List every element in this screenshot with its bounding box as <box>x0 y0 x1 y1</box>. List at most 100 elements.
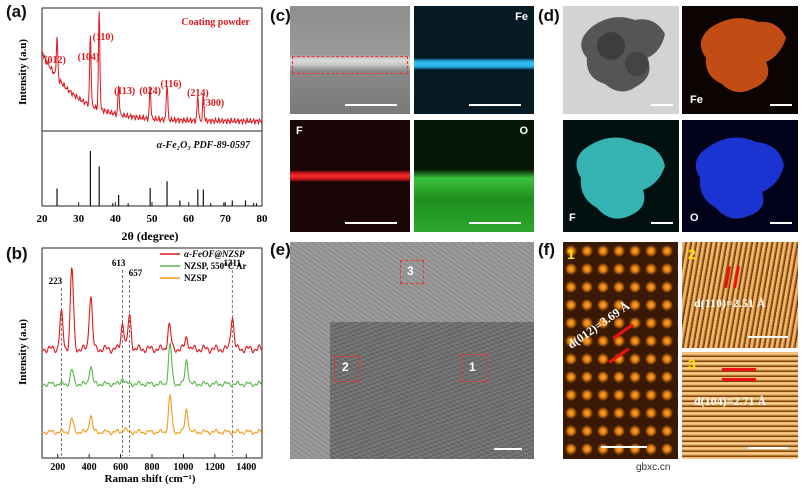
lattice-marker <box>724 265 731 289</box>
panel-label-d: (d) <box>538 6 560 25</box>
eds-label-o: O <box>519 125 528 137</box>
raman-series-0 <box>41 267 262 355</box>
f-particle-signal <box>576 137 665 219</box>
xrd-x-tick-label: 50 <box>147 213 159 225</box>
raman-legend: α-FeOF@NZSP NZSP, 550°C Ar NZSP <box>160 249 247 283</box>
xrd-x-tick-label: 70 <box>220 213 232 225</box>
xrd-x-tick-label: 20 <box>37 213 49 225</box>
panel-label-e: (e) <box>270 240 291 259</box>
scale-bar <box>770 222 792 224</box>
eds-label-f-d: F <box>569 212 576 224</box>
xrd-peak-label: (113) <box>114 86 135 97</box>
lattice-marker <box>722 368 756 371</box>
eds-map-f: F <box>290 120 410 232</box>
xrd-xlabel: 2θ (degree) <box>121 229 178 243</box>
eds-map-fe-particle: Fe <box>682 6 798 114</box>
eds-label-f: F <box>296 125 303 137</box>
tile-number-2: 2 <box>688 246 696 262</box>
tem-particle <box>563 6 679 114</box>
scale-bar <box>651 222 673 224</box>
xrd-series-coating-powder <box>41 11 263 126</box>
raman-xlabel: Raman shift (cm⁻¹) <box>105 473 196 485</box>
region-box-2 <box>334 356 360 382</box>
eds-map-o: O <box>414 120 534 232</box>
raman-guide-label: 657 <box>129 268 143 278</box>
scale-bar <box>770 104 792 106</box>
raman-x-tick-label: 400 <box>82 462 97 473</box>
raman-x-tick-label: 1200 <box>205 462 225 473</box>
xrd-peak-label: (104) <box>78 52 100 63</box>
watermark: gbxc.cn <box>636 462 671 473</box>
xrd-peak-label: (012) <box>44 55 66 66</box>
panel-label-f: (f) <box>538 240 555 259</box>
lattice-marker <box>608 347 630 364</box>
region-label-3: 3 <box>407 264 414 278</box>
raman-legend-0: α-FeOF@NZSP <box>184 249 245 259</box>
tile-number-1: 1 <box>567 246 575 262</box>
raman-x-tick-label: 200 <box>50 462 65 473</box>
lattice-image-3: 3 d(104)=2.71 Å <box>682 352 798 459</box>
panel-label-c: (c) <box>270 6 291 25</box>
tile-number-3: 3 <box>688 356 696 372</box>
raman-legend-1: NZSP, 550°C Ar <box>184 261 247 271</box>
f-signal-band <box>290 170 410 182</box>
raman-x-tick-label: 600 <box>113 462 128 473</box>
sem-highlight-box <box>292 56 408 74</box>
eds-label-o-d: O <box>690 212 699 224</box>
lattice-marker <box>612 323 634 340</box>
scale-bar <box>748 336 788 338</box>
lattice-marker <box>733 265 740 289</box>
scale-bar <box>601 446 647 448</box>
region-label-1: 1 <box>469 360 476 374</box>
eds-label-fe-d: Fe <box>690 94 703 106</box>
xrd-ref-label: α-Fe₂O₃ PDF-89-0597 <box>157 140 251 151</box>
raman-guide-label: 1311 <box>224 258 242 268</box>
xrd-peak-label: (024) <box>139 86 161 97</box>
xrd-x-tick-label: 80 <box>257 213 269 225</box>
xrd-chart: 20 30 40 50 60 70 80 (012) (104) (110) (113) (024)… <box>17 7 269 243</box>
o-particle-signal <box>695 137 784 219</box>
lattice-image-2: 2 d(110)=2.51 Å <box>682 242 798 348</box>
raman-x-tick-label: 1000 <box>173 462 193 473</box>
scale-bar <box>345 104 397 106</box>
xrd-peak-label: (116) <box>160 79 181 90</box>
region-label-2: 2 <box>342 360 349 374</box>
region-box-1 <box>460 354 488 382</box>
scale-bar <box>748 447 788 449</box>
eds-map-fe: Fe <box>414 6 534 114</box>
eds-map-f-particle: F <box>563 120 679 232</box>
scale-bar <box>469 104 521 106</box>
xrd-peak-label: (214) <box>187 88 209 99</box>
raman-guide-label: 613 <box>112 258 126 268</box>
raman-guide-label: 223 <box>49 276 63 286</box>
scale-bar <box>345 222 397 224</box>
sem-cross-section <box>290 6 410 114</box>
xrd-x-tick-label: 40 <box>110 213 122 225</box>
d-spacing-1: d(012)=3.69 Å <box>565 298 633 352</box>
xrd-legend: Coating powder <box>181 17 250 28</box>
xrd-peak-label: (300) <box>202 98 224 109</box>
panel-label-b: (b) <box>6 244 28 263</box>
hrtem-image: 3 2 1 <box>290 242 534 459</box>
lattice-image-1: 1 d(012)=3.69 Å <box>563 242 678 459</box>
hrtem-darker-region <box>330 322 534 459</box>
raman-x-tick-label: 1400 <box>236 462 256 473</box>
xrd-x-tick-label: 60 <box>183 213 195 225</box>
raman-legend-2: NZSP <box>184 273 208 283</box>
xrd-peak-label: (110) <box>93 32 114 43</box>
panel-label-a: (a) <box>6 2 27 21</box>
lattice-marker <box>722 378 756 381</box>
d-spacing-3: d(104)=2.71 Å <box>694 394 767 408</box>
eds-label-fe: Fe <box>515 11 528 23</box>
xrd-ylabel: Intensity (a.u) <box>17 39 29 105</box>
particle-shape <box>581 17 665 92</box>
scale-bar <box>651 104 673 106</box>
raman-series-2 <box>41 393 262 436</box>
raman-ylabel: Intensity (a.u) <box>17 319 29 385</box>
eds-map-o-particle: O <box>682 120 798 232</box>
raman-x-tick-label: 800 <box>145 462 160 473</box>
fe-particle-signal <box>700 18 786 93</box>
scale-bar <box>469 222 521 224</box>
d-spacing-2: d(110)=2.51 Å <box>694 296 766 310</box>
